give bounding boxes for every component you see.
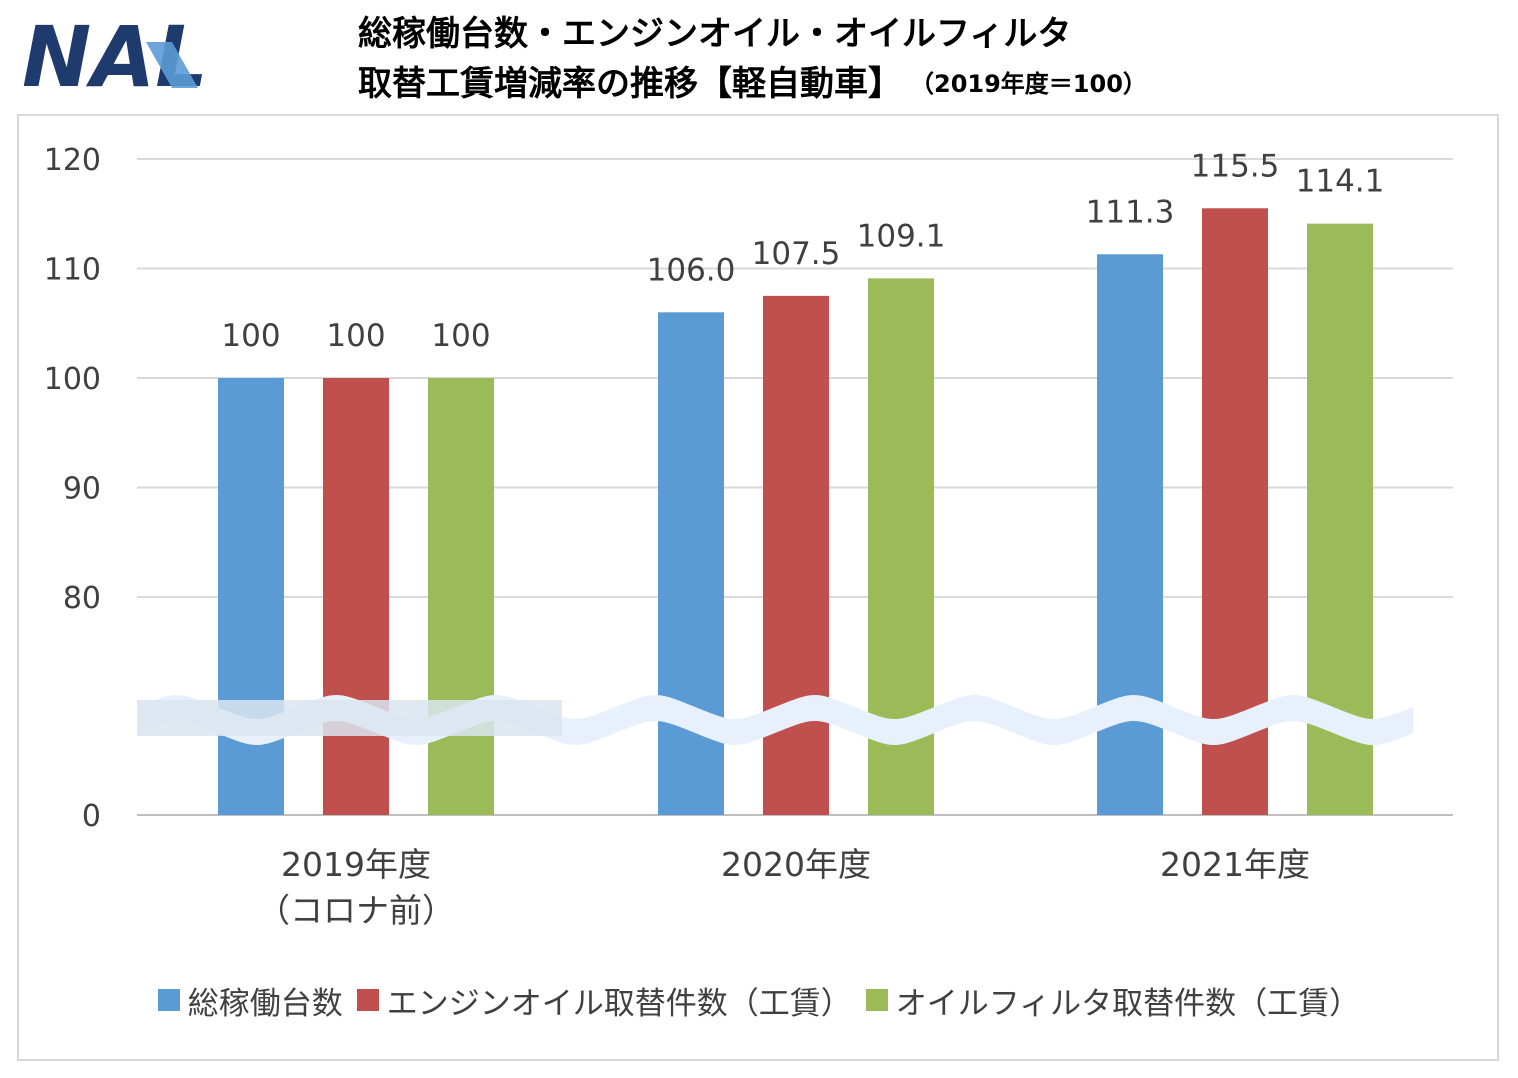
data-label: 114.1 xyxy=(1296,164,1385,200)
chart-title-note: （2019年度＝100） xyxy=(922,70,1147,98)
y-tick-label: 90 xyxy=(63,472,101,507)
y-tick-label: 0 xyxy=(82,799,101,834)
legend-item: オイルフィルタ取替件数（工賃） xyxy=(865,978,1361,1023)
legend-swatch xyxy=(356,989,379,1011)
legend-item: 総稼働台数 xyxy=(157,978,343,1023)
legend-swatch xyxy=(865,989,888,1011)
y-tick-label: 80 xyxy=(63,581,101,616)
data-label: 109.1 xyxy=(857,218,946,254)
legend-label: 総稼働台数 xyxy=(187,985,343,1022)
bar xyxy=(218,378,284,815)
legend-swatch xyxy=(157,989,180,1011)
data-label: 100 xyxy=(431,318,490,354)
bar xyxy=(763,295,829,815)
legend-item: エンジンオイル取替件数（工賃） xyxy=(356,978,852,1023)
data-label: 107.5 xyxy=(752,236,841,272)
bar xyxy=(428,378,494,815)
chart-frame xyxy=(17,114,1499,1061)
chart-legend: 総稼働台数 エンジンオイル取替件数（工賃） オイルフィルタ取替件数（工賃） xyxy=(0,978,1518,1022)
chart-title-line2: 取替工賃増減率の推移【軽自動車】 （2019年度＝100） xyxy=(358,62,1147,106)
x-tick-label: 2020年度 xyxy=(721,845,871,884)
chart-title-main: 取替工賃増減率の推移【軽自動車】 xyxy=(358,64,902,104)
data-label: 100 xyxy=(221,318,280,354)
data-label: 111.3 xyxy=(1086,194,1175,230)
y-tick-label: 120 xyxy=(44,143,101,178)
legend-label: オイルフィルタ取替件数（工賃） xyxy=(895,985,1361,1022)
chart-title-line1: 総稼働台数・エンジンオイル・オイルフィルタ xyxy=(358,14,1072,54)
x-tick-label: 2019年度 xyxy=(281,845,431,884)
bar xyxy=(323,378,389,815)
y-tick-label: 110 xyxy=(44,253,101,288)
data-label: 100 xyxy=(326,318,385,354)
nal-logo: NAL xyxy=(22,18,208,92)
data-label: 106.0 xyxy=(647,252,736,288)
axis-break-shade xyxy=(137,700,562,736)
y-tick-label: 100 xyxy=(44,362,101,397)
x-tick-label: （コロナ前） xyxy=(257,891,455,930)
bar xyxy=(1097,254,1163,815)
x-tick-label: 2021年度 xyxy=(1160,845,1310,884)
legend-label: エンジンオイル取替件数（工賃） xyxy=(386,985,852,1022)
data-label: 115.5 xyxy=(1191,148,1280,184)
